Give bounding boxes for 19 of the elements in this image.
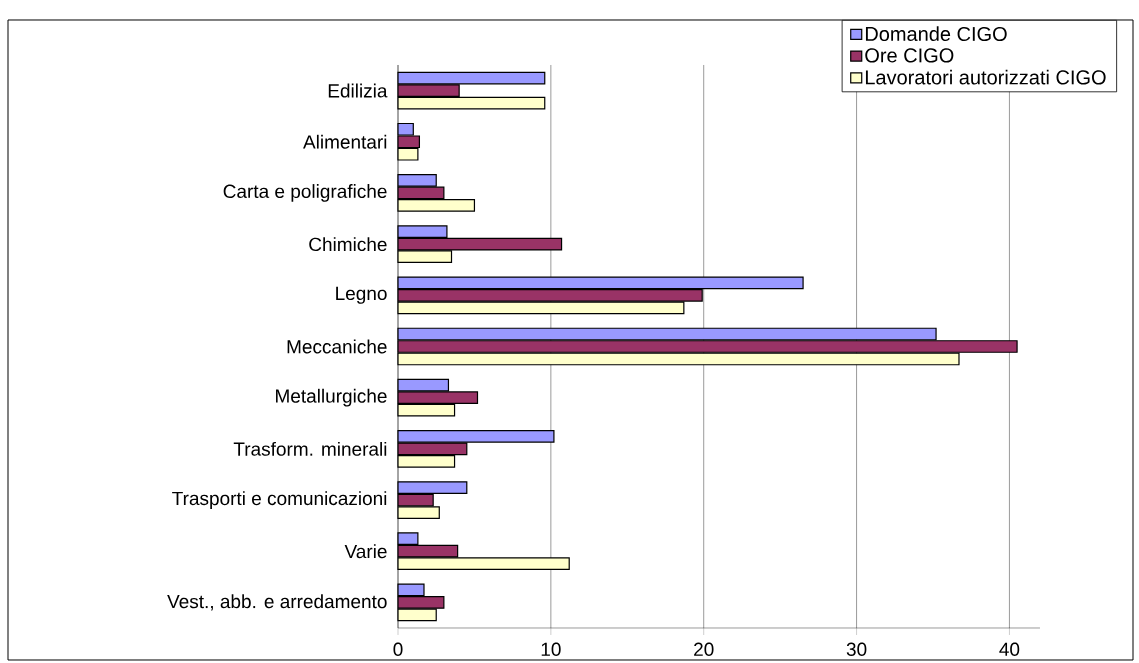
y-tick-label: Trasform. minerali: [233, 441, 387, 456]
y-tick-label: Alimentari: [303, 134, 387, 149]
y-tick-label: Trasporti e comunicazioni: [172, 491, 387, 509]
y-tick-label: Vest., abb. e arredamento: [167, 594, 387, 611]
legend-label: Domande CIGO: [865, 26, 1007, 42]
y-tick-label: Chimiche: [309, 237, 387, 252]
x-tick-label: 20: [694, 642, 714, 656]
y-tick-label: Meccaniche: [287, 339, 387, 354]
y-tick-label: Edilizia: [328, 83, 388, 98]
y-tick-label: Metallurgiche: [276, 388, 387, 407]
legend-label: Ore CIGO: [865, 48, 954, 63]
x-tick-label: 10: [541, 642, 561, 656]
x-tick-label: 30: [846, 642, 867, 656]
legend-label: Lavoratori autorizzati CIGO: [865, 69, 1106, 85]
x-tick-label: 40: [999, 642, 1020, 656]
y-tick-label: Carta e poligrafiche: [223, 184, 387, 202]
y-tick-label: Legno: [336, 286, 387, 304]
y-tick-label: Varie: [344, 544, 387, 559]
x-tick-label: 0: [393, 642, 403, 656]
